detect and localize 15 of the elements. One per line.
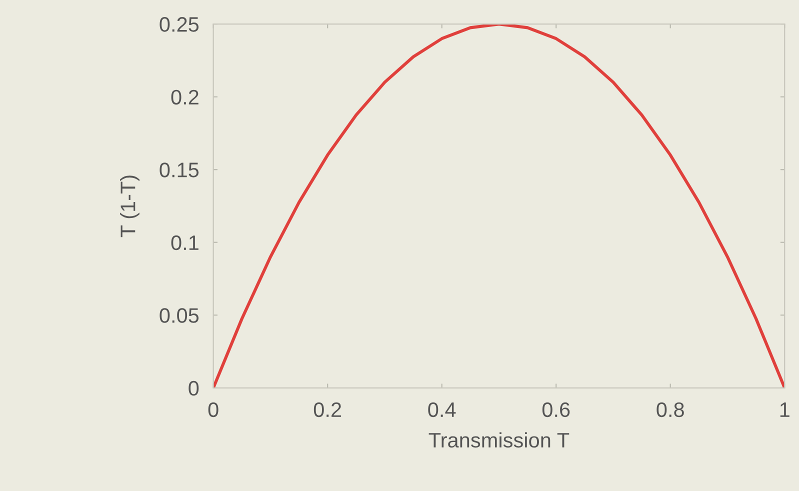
y-tick-label: 0.2 [171, 90, 198, 105]
y-tick-label: 0.25 [160, 17, 199, 32]
y-tick-label: 0.1 [171, 235, 198, 250]
y-tick-label: 0.05 [160, 308, 199, 323]
y-tick-label: 0 [188, 380, 199, 396]
line-series [213, 24, 785, 388]
x-tick-label: 0 [208, 402, 218, 418]
x-tick-label: 0.6 [542, 402, 570, 418]
x-tick-label: 0.2 [314, 402, 342, 418]
x-tick-label: 0.4 [428, 402, 456, 418]
x-tick-label: 0.8 [656, 402, 684, 418]
x-axis-title: Transmission T [428, 432, 570, 448]
y-axis-title: T (1-T) [120, 176, 140, 238]
x-tick-label: 1 [780, 402, 790, 417]
y-tick-label: 0.15 [160, 162, 199, 178]
